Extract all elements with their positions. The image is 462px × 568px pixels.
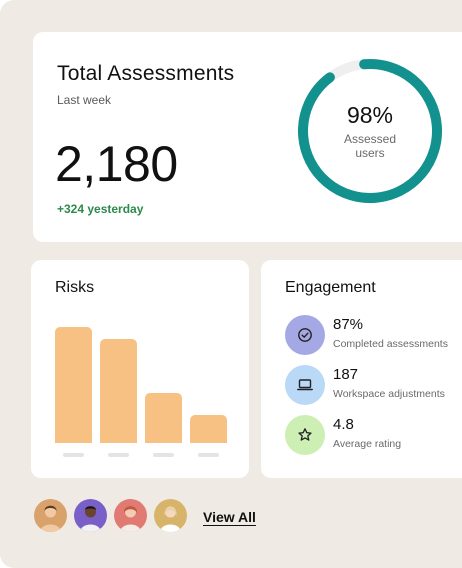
total-assessments-title: Total Assessments: [57, 62, 235, 85]
risk-bar-label-placeholder: [108, 453, 129, 457]
risks-card: Risks: [31, 260, 249, 478]
avatar[interactable]: [74, 499, 107, 532]
avatar[interactable]: [114, 499, 147, 532]
completed-assessments-value: 87%: [333, 316, 364, 333]
engagement-item-rating: 4.8 Average rating: [285, 415, 462, 457]
workspace-adjustments-label: Workspace adjustments: [333, 388, 445, 400]
workspace-adjustments-value: 187: [333, 366, 359, 383]
assessed-users-donut: [298, 59, 442, 203]
risk-bar-label-placeholder: [153, 453, 174, 457]
assessed-percent: 98%: [346, 102, 394, 128]
total-assessments-value: 2,180: [55, 136, 178, 192]
period-label: Last week: [57, 93, 112, 107]
avatar[interactable]: [34, 499, 67, 532]
check-circle-icon: [285, 315, 325, 355]
risk-bar-label-placeholder: [63, 453, 84, 457]
average-rating-value: 4.8: [333, 416, 354, 433]
engagement-item-completed: 87% Completed assessments: [285, 315, 462, 357]
donut-center: 98% Assessed users: [295, 56, 445, 206]
star-icon: [285, 415, 325, 455]
risk-bar: [55, 327, 92, 443]
total-assessments-card: Total Assessments Last week 2,180 +324 y…: [33, 32, 462, 242]
donut-progress: [298, 59, 442, 203]
view-all-link[interactable]: View All: [203, 509, 256, 525]
risk-bar: [100, 339, 137, 443]
engagement-card: Engagement 87% Completed assessments 187…: [261, 260, 462, 478]
completed-assessments-label: Completed assessments: [333, 338, 448, 350]
risk-bar-label-placeholder: [198, 453, 219, 457]
laptop-icon: [285, 365, 325, 405]
risks-bar-chart: [31, 260, 249, 478]
risks-title: Risks: [55, 279, 95, 296]
risk-bar: [145, 393, 182, 443]
yesterday-delta: +324 yesterday: [57, 202, 144, 216]
engagement-item-workspace: 187 Workspace adjustments: [285, 365, 462, 407]
assessed-users-label: Assessed users: [343, 132, 397, 160]
risk-bar: [190, 415, 227, 443]
engagement-title: Engagement: [285, 279, 376, 296]
average-rating-label: Average rating: [333, 438, 402, 450]
avatar[interactable]: [154, 499, 187, 532]
